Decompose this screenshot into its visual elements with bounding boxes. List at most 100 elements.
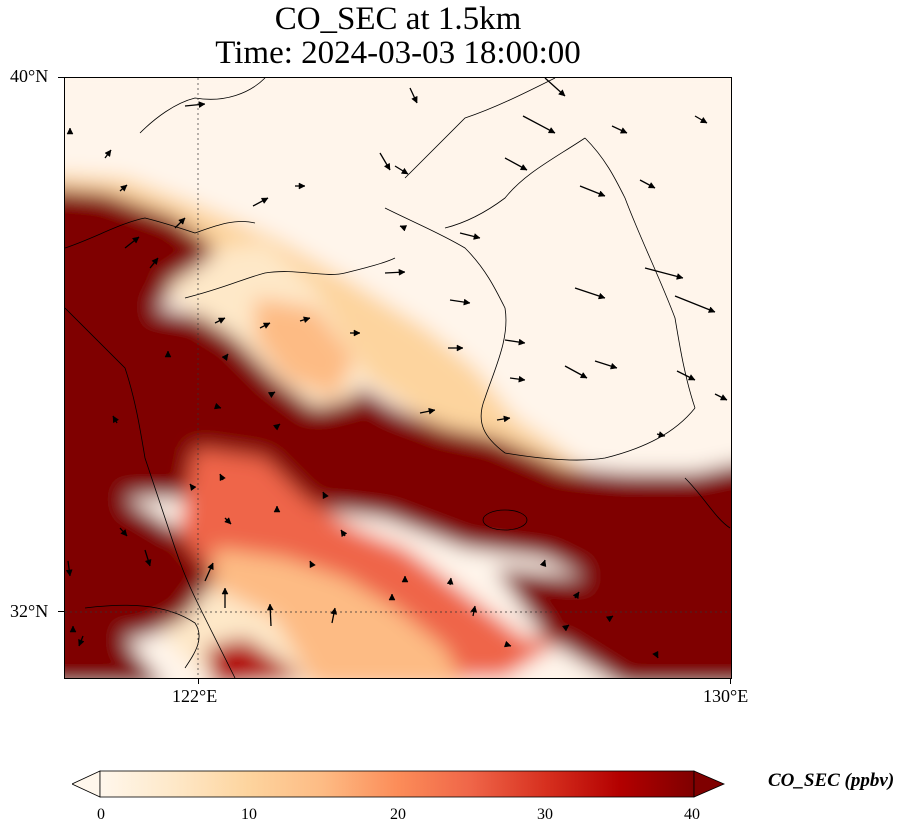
gridlines — [65, 78, 731, 678]
wind-vector-head — [131, 236, 140, 244]
wind-vector-head — [267, 391, 276, 399]
wind-vector-head — [687, 374, 696, 381]
lon-tick-122e — [198, 678, 199, 684]
wind-vector-head — [399, 225, 408, 232]
colorbar-tick-0: 0 — [97, 806, 105, 823]
coast-china-east — [65, 307, 236, 678]
wind-vector-head — [579, 372, 588, 379]
wind-vector-head — [610, 362, 618, 370]
lon-label-130e: 130°E — [703, 686, 749, 706]
wind-vector-head — [400, 167, 409, 175]
wind-vector-head — [719, 394, 728, 401]
wind-vector-head — [207, 562, 214, 571]
wind-vector-head — [178, 217, 186, 225]
wind-vector-head — [428, 407, 436, 415]
coast-japan-west — [684, 477, 731, 529]
wind-vector-head — [309, 560, 316, 569]
field-orange-patch — [255, 298, 355, 398]
wind-vector-head — [652, 650, 659, 659]
wind-vector-head — [470, 605, 478, 613]
coast-korea-east — [584, 137, 696, 409]
lon-tick-130e — [730, 678, 731, 684]
wind-vector-head — [558, 89, 566, 97]
wind-vector-head — [353, 329, 361, 337]
wind-vector-head — [221, 353, 229, 362]
coast-korea-south — [504, 407, 696, 461]
wind-vector-head — [547, 127, 556, 134]
wind-vector-head — [213, 402, 222, 410]
wind-vector-shaft — [674, 295, 716, 313]
co-concentration-field — [65, 78, 731, 678]
lat-label-40n: 40°N — [10, 66, 49, 86]
wind-vector-head — [699, 116, 708, 124]
colorbar-tick-20: 20 — [390, 806, 406, 823]
wind-vector-head — [219, 473, 226, 482]
wind-vector-head — [217, 317, 226, 324]
coast-liaoning — [139, 78, 266, 134]
coastlines — [65, 78, 731, 678]
coast-shandong-peninsula — [184, 257, 396, 299]
lon-label-122e: 122°E — [172, 686, 218, 706]
wind-vector-head — [340, 529, 348, 538]
wind-vector-head — [388, 593, 396, 601]
lat-tick-32n — [58, 611, 64, 612]
wind-vector-head — [539, 559, 547, 568]
wind-vector-head — [65, 569, 73, 577]
wind-vector-head — [446, 577, 454, 585]
map-panel[interactable] — [64, 77, 732, 679]
field-dark-southwest-corner — [65, 623, 157, 678]
wind-vector-head — [398, 268, 406, 276]
wind-vector-head — [112, 415, 120, 424]
field-dark-southeast — [495, 568, 731, 678]
colorbar-gradient — [99, 770, 695, 798]
colorbar-extend-low — [72, 770, 101, 798]
colorbar-label: CO_SEC (ppbv) — [768, 770, 895, 791]
wind-vector-head — [78, 638, 85, 647]
wind-vector-head — [676, 273, 684, 280]
lat-tick-40n — [58, 77, 64, 78]
wind-vector-head — [503, 415, 511, 423]
colorbar-extend-high — [693, 770, 726, 798]
title-variable: CO_SEC at 1.5km — [274, 1, 522, 37]
colorbar — [72, 770, 726, 798]
title-time: Time: 2024-03-03 18:00:00 — [215, 35, 581, 71]
wind-vector-head — [221, 587, 229, 595]
figure-title: CO_SEC at 1.5km Time: 2024-03-03 18:00:0… — [66, 2, 730, 70]
wind-vector-head — [164, 350, 172, 358]
coast-bohai-north — [404, 78, 556, 179]
field-dark-southwest — [65, 483, 215, 638]
wind-vector-head — [298, 182, 306, 190]
wind-vector-head — [473, 233, 481, 240]
wind-vector-head — [330, 607, 338, 615]
wind-vector-head — [120, 184, 128, 192]
wind-vector-head — [597, 190, 606, 197]
coast-yangtze-estuary — [84, 604, 200, 669]
wind-vector-head — [463, 298, 471, 306]
wind-vector-head — [518, 375, 526, 383]
wind-vector-head — [151, 257, 159, 266]
wind-vector-head — [383, 162, 391, 171]
wind-vector-head — [189, 483, 197, 492]
wind-vector-head — [273, 505, 281, 513]
colorbar-tick-30: 30 — [537, 806, 553, 823]
wind-vector-head — [605, 615, 614, 623]
wind-vector-head — [561, 624, 570, 632]
wind-vector-head — [619, 127, 628, 134]
wind-vector-head — [401, 575, 409, 583]
wind-vector-head — [266, 603, 274, 611]
colorbar-tick-10: 10 — [241, 806, 257, 823]
lat-label-32n: 32°N — [10, 601, 49, 621]
wind-vector-head — [272, 423, 281, 431]
wind-vector-head — [597, 292, 606, 300]
wind-vector-head — [572, 591, 580, 600]
coast-korea-west — [384, 207, 507, 454]
colorbar-tick-40: 40 — [684, 806, 700, 823]
field-dark-main-band — [65, 379, 731, 638]
wind-vector-head — [224, 517, 232, 525]
wind-vector-head — [303, 316, 311, 324]
wind-vector-head — [198, 101, 206, 109]
wind-vectors — [65, 78, 728, 659]
wind-vector-head — [647, 182, 656, 189]
wind-vector-head — [260, 197, 269, 204]
wind-vector-head — [322, 491, 329, 500]
